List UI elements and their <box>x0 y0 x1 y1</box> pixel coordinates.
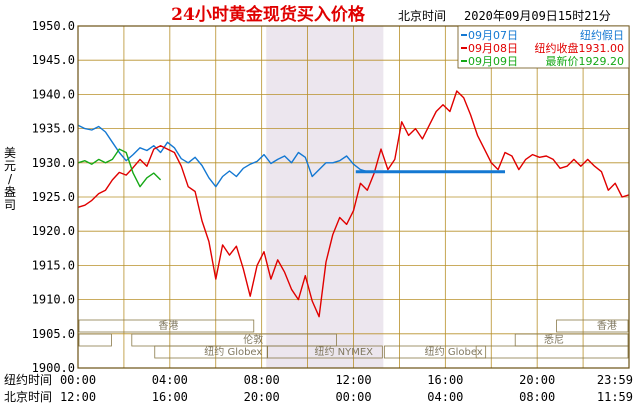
chart-legend: 09月07日 纽约假日 09月08日 纽约收盘1931.00 09月09日 最新价1929… <box>457 25 630 69</box>
y-tick-label: 1920.0 <box>32 224 75 238</box>
y-label-char: 美 <box>4 146 16 160</box>
market-box <box>78 319 255 333</box>
y-tick-label: 1935.0 <box>32 122 75 136</box>
ny-tick-label: 04:00 <box>152 373 188 387</box>
y-tick-label: 1915.0 <box>32 258 75 272</box>
market-box <box>78 333 112 347</box>
ny-tick-label: 08:00 <box>244 373 280 387</box>
legend-text: 纽约收盘1931.00 <box>535 41 625 55</box>
price-series <box>77 90 630 318</box>
y-tick-label: 1945.0 <box>32 53 75 67</box>
y-tick-label: 1905.0 <box>32 327 75 341</box>
y-tick-label: 1930.0 <box>32 156 75 170</box>
legend-text: 纽约假日 <box>580 28 624 42</box>
y-tick-label: 1925.0 <box>32 190 75 204</box>
legend-date: 09月07日 <box>468 29 518 42</box>
market-label: 伦敦 <box>243 333 263 346</box>
bj-tick-label: 11:59 <box>597 390 633 404</box>
y-tick-label: 1910.0 <box>32 293 75 307</box>
ny-tick-label: 12:00 <box>335 373 371 387</box>
y-label-char: 元 <box>4 159 16 173</box>
ny-time-label: 纽约时间 <box>4 372 52 387</box>
legend-entry-1: 09月07日 纽约假日 <box>461 28 624 42</box>
market-label: 悉尼 <box>544 334 564 346</box>
plot-frame <box>77 25 630 369</box>
legend-box <box>457 25 630 69</box>
series-line-3 <box>77 148 162 188</box>
market-box <box>475 345 629 359</box>
bj-tick-label: 20:00 <box>244 390 280 404</box>
ny-tick-label: 00:00 <box>60 373 96 387</box>
bj-tick-label: 00:00 <box>335 390 371 404</box>
timezone-label: 北京时间 <box>398 9 446 23</box>
bj-tick-label: 16:00 <box>152 390 188 404</box>
bj-tick-label: 08:00 <box>519 390 555 404</box>
ny-tick-label: 23:59 <box>597 373 633 387</box>
market-box <box>266 345 383 359</box>
market-label: 香港 <box>158 320 178 332</box>
bj-time-label: 北京时间 <box>4 390 52 404</box>
legend-entry-2: 09月08日 纽约收盘1931.00 <box>461 41 624 55</box>
ny-tick-label: 20:00 <box>519 373 555 387</box>
y-tick-label: 1940.0 <box>32 87 75 101</box>
market-box-blank-2 <box>475 345 629 359</box>
y-tick-label: 1900.0 <box>32 361 75 375</box>
market-label: 香港 <box>597 320 617 332</box>
market-label: 纽约 Globex <box>204 345 262 358</box>
legend-text: 最新价1929.20 <box>546 54 625 68</box>
y-label-char: 司 <box>4 198 16 212</box>
bj-tick-label: 04:00 <box>427 390 463 404</box>
series-line-2 <box>77 90 630 318</box>
series-line-1 <box>77 124 377 188</box>
legend-date: 09月08日 <box>468 42 518 55</box>
market-ny-nymex: 纽约 NYMEX <box>266 345 383 359</box>
legend-entry-3: 09月09日 最新价1929.20 <box>461 54 624 68</box>
timestamp: 2020年09月09日15时21分 <box>464 9 611 23</box>
x-axis-tick-labels: 00:00 12:00 04:00 16:00 08:00 20:00 12:00 00:00… <box>60 373 633 404</box>
y-label-char: / <box>8 172 13 186</box>
bj-tick-label: 12:00 <box>60 390 96 404</box>
legend-date: 09月09日 <box>468 55 518 68</box>
market-box <box>383 345 487 359</box>
market-hongkong-2: 香港 <box>556 319 629 333</box>
market-label: 纽约 NYMEX <box>314 345 373 358</box>
market-hongkong: 香港 <box>78 319 255 333</box>
market-label: 纽约 Globex <box>425 345 483 358</box>
market-box <box>556 319 629 333</box>
y-label-char: 盎 <box>4 185 16 199</box>
ny-tick-label: 16:00 <box>427 373 463 387</box>
market-box-blank <box>78 333 112 347</box>
chart-title: 24小时黄金现货买入价格 <box>171 4 366 25</box>
y-axis-tick-labels: 1950.0 1945.0 1940.0 1935.0 1930.0 1925.0 1920… <box>32 19 75 375</box>
y-axis-label: 美元/盎司 <box>4 146 16 212</box>
y-tick-label: 1950.0 <box>32 19 75 33</box>
market-ny-globex-2: 纽约 Globex <box>383 345 487 359</box>
